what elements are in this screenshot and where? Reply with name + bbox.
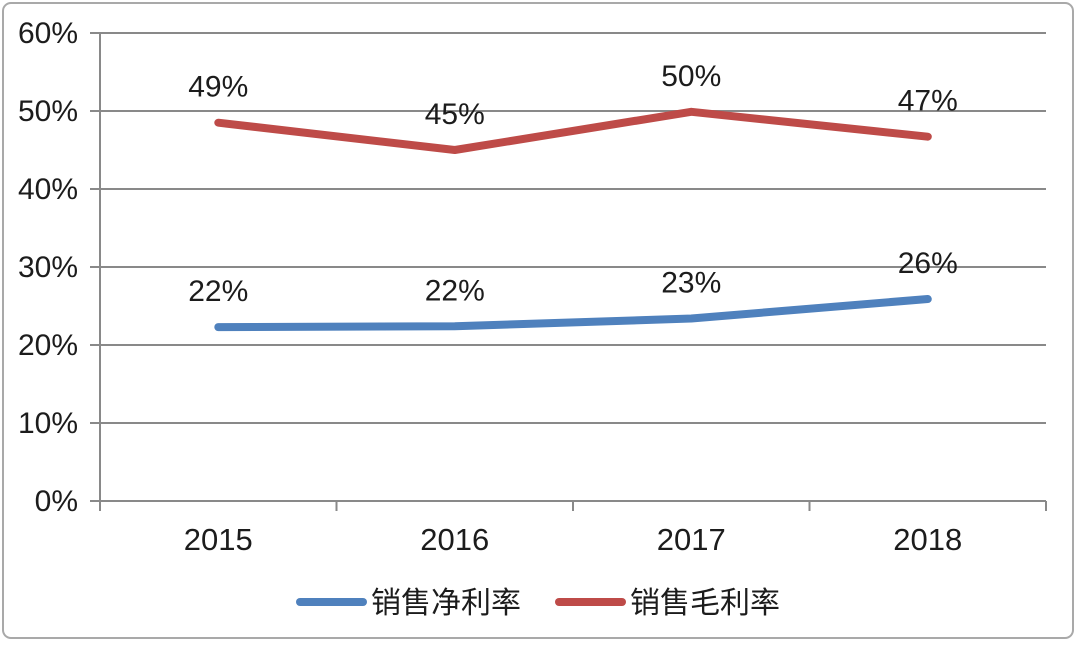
y-axis-label: 50% bbox=[18, 95, 78, 128]
gross-profit-margin-data-label: 50% bbox=[661, 60, 721, 93]
net-profit-margin-data-label: 22% bbox=[188, 275, 248, 308]
gross-profit-margin-data-label: 45% bbox=[425, 98, 485, 131]
y-axis-label: 60% bbox=[18, 17, 78, 50]
net-profit-margin-data-label: 26% bbox=[898, 247, 958, 280]
y-axis-label: 0% bbox=[35, 485, 78, 518]
y-axis-label: 30% bbox=[18, 251, 78, 284]
x-axis-label: 2017 bbox=[657, 522, 726, 557]
net-profit-margin-legend-label: 销售净利率 bbox=[371, 587, 521, 620]
gross-profit-margin-legend-label: 销售毛利率 bbox=[630, 587, 780, 620]
y-axis-label: 20% bbox=[18, 329, 78, 362]
x-axis-label: 2016 bbox=[420, 522, 489, 557]
y-axis-label: 10% bbox=[18, 407, 78, 440]
net-profit-margin-data-label: 23% bbox=[661, 266, 721, 299]
net-profit-margin-data-label: 22% bbox=[425, 274, 485, 307]
y-axis-label: 40% bbox=[18, 173, 78, 206]
x-axis-label: 2018 bbox=[893, 522, 962, 557]
x-axis-label: 2015 bbox=[184, 522, 253, 557]
net-profit-margin-line bbox=[214, 295, 932, 332]
gross-profit-margin-data-label: 47% bbox=[898, 85, 958, 118]
gross-profit-margin-data-label: 49% bbox=[188, 71, 248, 104]
gross-profit-margin-line bbox=[214, 107, 932, 154]
